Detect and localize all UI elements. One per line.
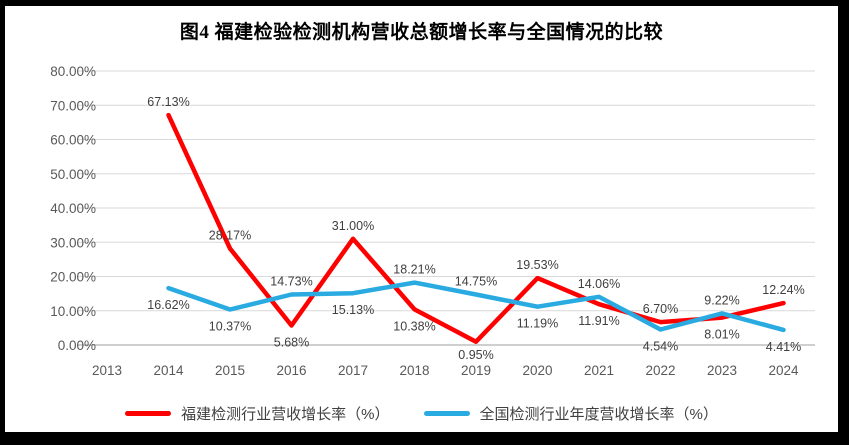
data-label: 15.13%: [332, 303, 374, 317]
data-label: 0.95%: [458, 348, 493, 362]
y-axis-tick-label: 50.00%: [50, 167, 96, 182]
data-label: 14.73%: [270, 275, 312, 289]
line-chart: 0.00% 10.00% 20.00% 30.00% 40.00% 50.00% 60.00…: [50, 64, 815, 378]
chart-legend: 福建检测行业营收增长率（%） 全国检测行业年度营收增长率（%）: [5, 403, 838, 424]
series-line-fujian: [166, 112, 786, 344]
y-axis-tick-label: 0.00%: [58, 338, 96, 353]
y-axis-tick-label: 30.00%: [50, 235, 96, 250]
legend-line-national-icon: [423, 411, 470, 416]
legend-label-national: 全国检测行业年度营收增长率（%）: [479, 406, 718, 423]
x-axis-tick-label: 2015: [215, 363, 245, 378]
data-label: 16.62%: [147, 298, 189, 312]
y-axis-tick-label: 10.00%: [50, 304, 96, 319]
data-label: 10.38%: [393, 319, 435, 333]
legend-line-fujian-icon: [125, 411, 172, 416]
data-label: 9.22%: [704, 293, 739, 307]
data-label: 4.54%: [643, 339, 678, 353]
data-label: 19.53%: [516, 258, 558, 272]
data-label: 28.17%: [209, 229, 251, 243]
y-axis-tick-label: 80.00%: [50, 64, 96, 79]
x-axis-tick-label: 2019: [461, 363, 491, 378]
data-label: 14.06%: [578, 277, 620, 291]
x-axis-tick-label: 2023: [707, 363, 737, 378]
x-axis-tick-label: 2024: [768, 363, 799, 378]
data-label: 31.00%: [332, 219, 374, 233]
x-axis-tick-label: 2013: [92, 363, 122, 378]
y-axis-tick-label: 20.00%: [50, 270, 96, 285]
data-label: 18.21%: [393, 263, 435, 277]
data-label: 5.68%: [274, 336, 309, 350]
data-label: 8.01%: [704, 328, 739, 342]
x-axis-tick-label: 2014: [153, 363, 184, 378]
x-axis-tick-label: 2020: [522, 363, 552, 378]
data-label: 14.75%: [455, 274, 497, 288]
y-axis-tick-label: 60.00%: [50, 133, 96, 148]
series-line-national: [166, 280, 786, 333]
chart-title: 图4 福建检验检测机构营收总额增长率与全国情况的比较: [179, 22, 664, 43]
legend-item-fujian: 福建检测行业营收增长率（%）: [125, 403, 390, 424]
x-axis-tick-label: 2022: [645, 363, 675, 378]
y-axis-tick-label: 40.00%: [50, 201, 96, 216]
x-axis-tick-label: 2021: [584, 363, 614, 378]
data-label: 10.37%: [209, 319, 251, 333]
data-label: 12.24%: [762, 283, 804, 297]
data-label: 4.41%: [766, 340, 801, 354]
data-label: 67.13%: [147, 95, 189, 109]
x-axis-tick-label: 2016: [276, 363, 306, 378]
y-axis-tick-label: 70.00%: [50, 98, 96, 113]
chart-plot-area: 图4 福建检验检测机构营收总额增长率与全国情况的比较 0.00% 10.00% 20…: [5, 6, 838, 432]
legend-item-national: 全国检测行业年度营收增长率（%）: [423, 403, 718, 424]
legend-label-fujian: 福建检测行业营收增长率（%）: [181, 406, 390, 423]
data-label: 6.70%: [643, 302, 678, 316]
x-axis-tick-label: 2017: [338, 363, 368, 378]
data-label: 11.91%: [578, 314, 619, 328]
x-axis-tick-label: 2018: [399, 363, 429, 378]
data-label: 11.19%: [517, 317, 558, 331]
